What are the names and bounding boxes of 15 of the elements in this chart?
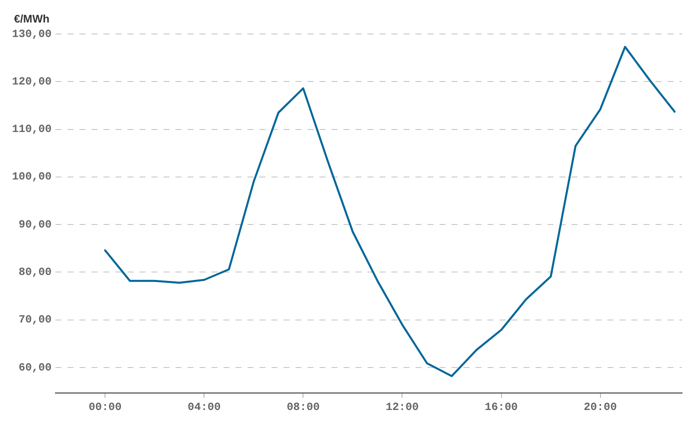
y-tick-label: 70,00: [18, 314, 52, 327]
y-tick-label: 110,00: [12, 124, 52, 136]
x-tick-label: 16:00: [484, 402, 518, 414]
x-tick-label: 04:00: [188, 402, 221, 414]
y-tick-label: 90,00: [18, 219, 52, 232]
y-axis-title: €/MWh: [14, 14, 50, 26]
y-tick-label: 100,00: [12, 172, 52, 184]
y-tick-label: 120,00: [12, 76, 52, 88]
y-tick-label: 130,00: [12, 28, 52, 41]
y-tick-label: 80,00: [18, 267, 52, 280]
y-tick-label: 60,00: [18, 362, 52, 374]
x-tick-label: 08:00: [286, 402, 320, 414]
x-tick-label: 00:00: [88, 402, 122, 414]
x-tick-label: 20:00: [584, 402, 617, 414]
x-tick-label: 12:00: [386, 402, 419, 414]
